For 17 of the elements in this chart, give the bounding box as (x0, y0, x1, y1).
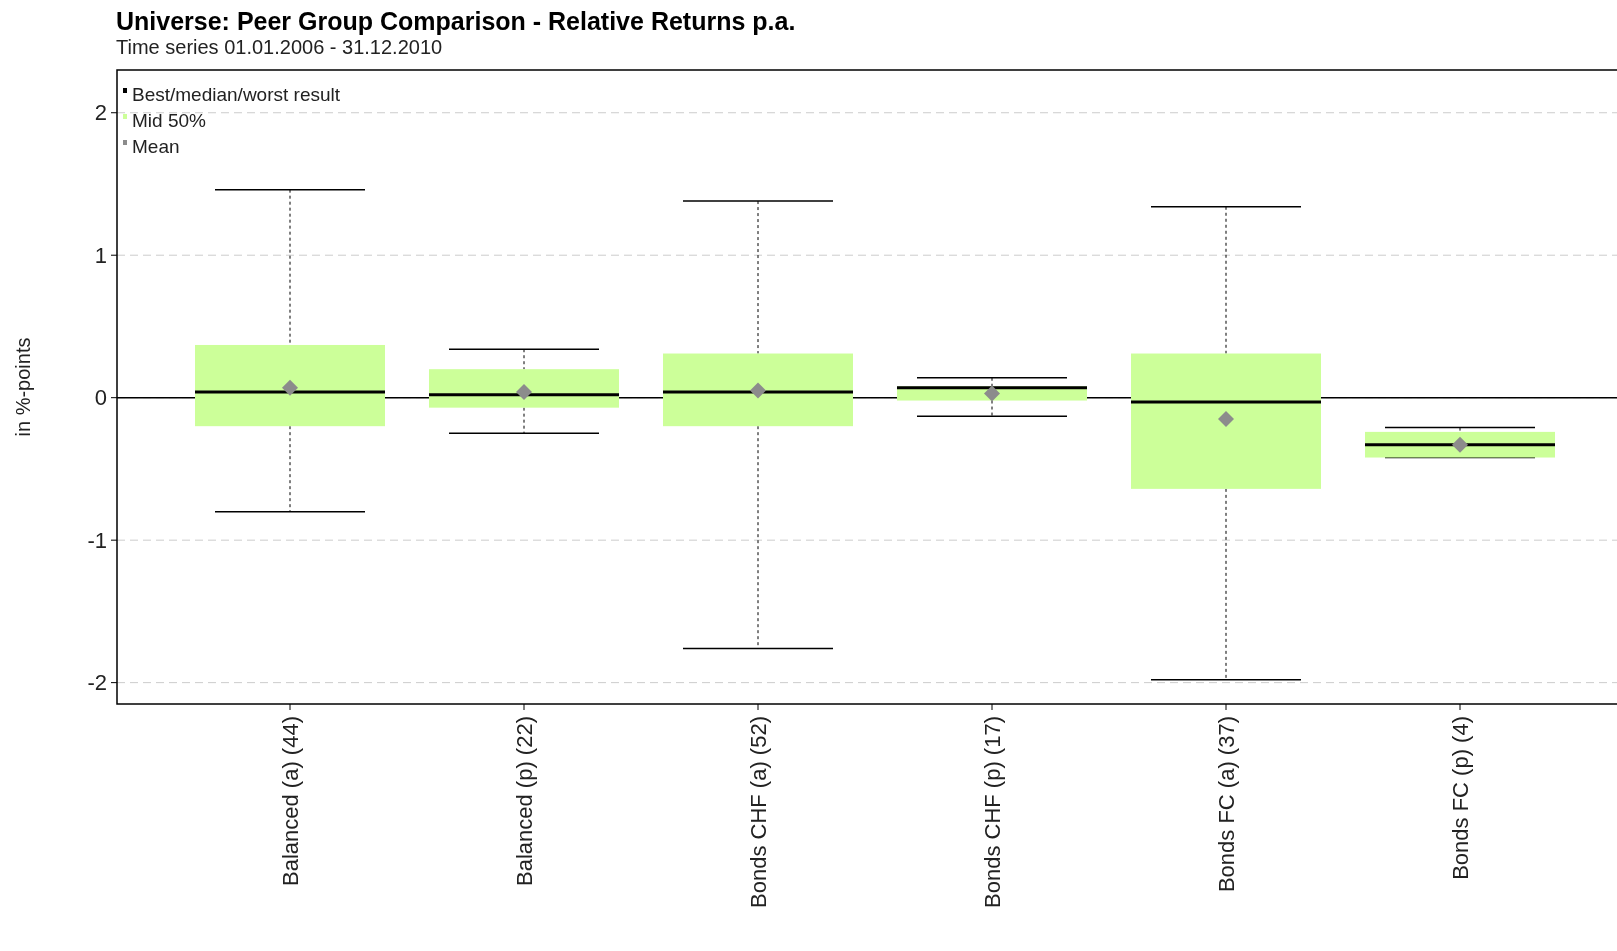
x-tick-label: Balanced (a) (44) (277, 716, 303, 886)
x-tick-label: Balanced (p) (22) (511, 716, 537, 886)
y-tick-label: 1 (94, 242, 107, 268)
chart-subtitle: Time series 01.01.2006 - 31.12.2010 (116, 36, 443, 58)
x-tick-label: Bonds FC (a) (37) (1213, 716, 1239, 893)
x-tick-label: Bonds CHF (a) (52) (745, 716, 771, 908)
y-axis-title: in %-points (12, 337, 34, 437)
annotation: Best/median/worst result (132, 83, 341, 105)
chart-title: Universe: Peer Group Comparison - Relative Returns p.a. (116, 7, 796, 35)
y-tick-label: 2 (94, 100, 107, 126)
annotation: Mean (132, 135, 180, 157)
x-tick-label: Bonds FC (p) (4) (1447, 716, 1473, 880)
y-tick-label: 0 (94, 385, 107, 411)
y-tick-label: -2 (87, 670, 107, 696)
y-tick-label: -1 (87, 527, 107, 553)
legend-label: Mid 50% (132, 109, 207, 131)
x-tick-label: Bonds CHF (p) (17) (979, 716, 1005, 908)
